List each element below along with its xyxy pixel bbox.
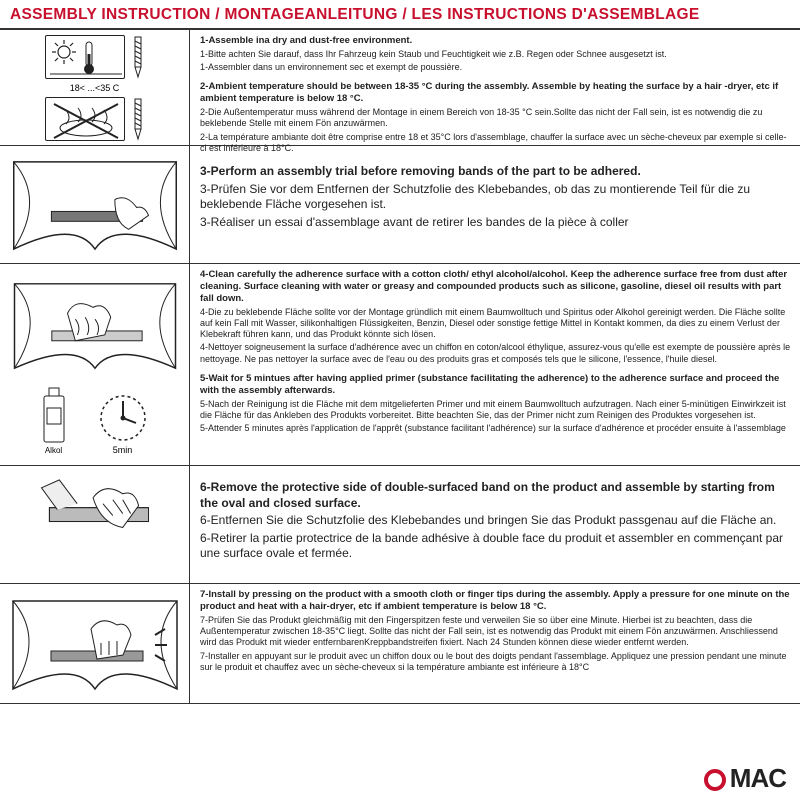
step-6-text: 6-Remove the protective side of double-s…: [190, 466, 800, 583]
step-7-text: 7-Install by pressing on the product wit…: [190, 584, 800, 703]
alcohol-label: Alkol: [40, 446, 68, 455]
illustration-4-5: Alkol 5min: [0, 264, 190, 465]
screw-icon: [131, 35, 145, 79]
step-4-5-text: 4-Clean carefully the adherence surface …: [190, 264, 800, 465]
page-title: ASSEMBLY INSTRUCTION / MONTAGEANLEITUNG …: [0, 0, 800, 30]
temp-label: 18< ...<35 C: [70, 83, 120, 93]
step-3-text: 3-Perform an assembly trial before remov…: [190, 146, 800, 263]
illustration-7: [0, 584, 190, 703]
step-1-2-text: 1-Assemble ina dry and dust-free environ…: [190, 30, 800, 145]
step-row-4-5: Alkol 5min 4-Clean carefully the adheren…: [0, 264, 800, 466]
screw-icon-2: [131, 97, 145, 141]
logo-text: MAC: [730, 763, 786, 794]
step-row-1-2: 18< ...<35 C 1-Assemble in: [0, 30, 800, 146]
sun-thermo-box: [45, 35, 125, 79]
illustration-3: [0, 146, 190, 263]
five-min-label: 5min: [96, 445, 150, 455]
brand-logo: MAC: [704, 763, 786, 794]
no-water-box: [45, 97, 125, 141]
step-row-7: 7-Install by pressing on the product wit…: [0, 584, 800, 704]
step-row-6: 6-Remove the protective side of double-s…: [0, 466, 800, 584]
illustration-1: 18< ...<35 C: [0, 30, 190, 145]
illustration-6: [0, 466, 190, 583]
logo-ring-icon: [704, 769, 726, 791]
clock-5min-icon: [96, 391, 150, 445]
alcohol-bottle-icon: [40, 386, 68, 446]
instruction-rows: 18< ...<35 C 1-Assemble in: [0, 30, 800, 704]
step-row-3: 3-Perform an assembly trial before remov…: [0, 146, 800, 264]
